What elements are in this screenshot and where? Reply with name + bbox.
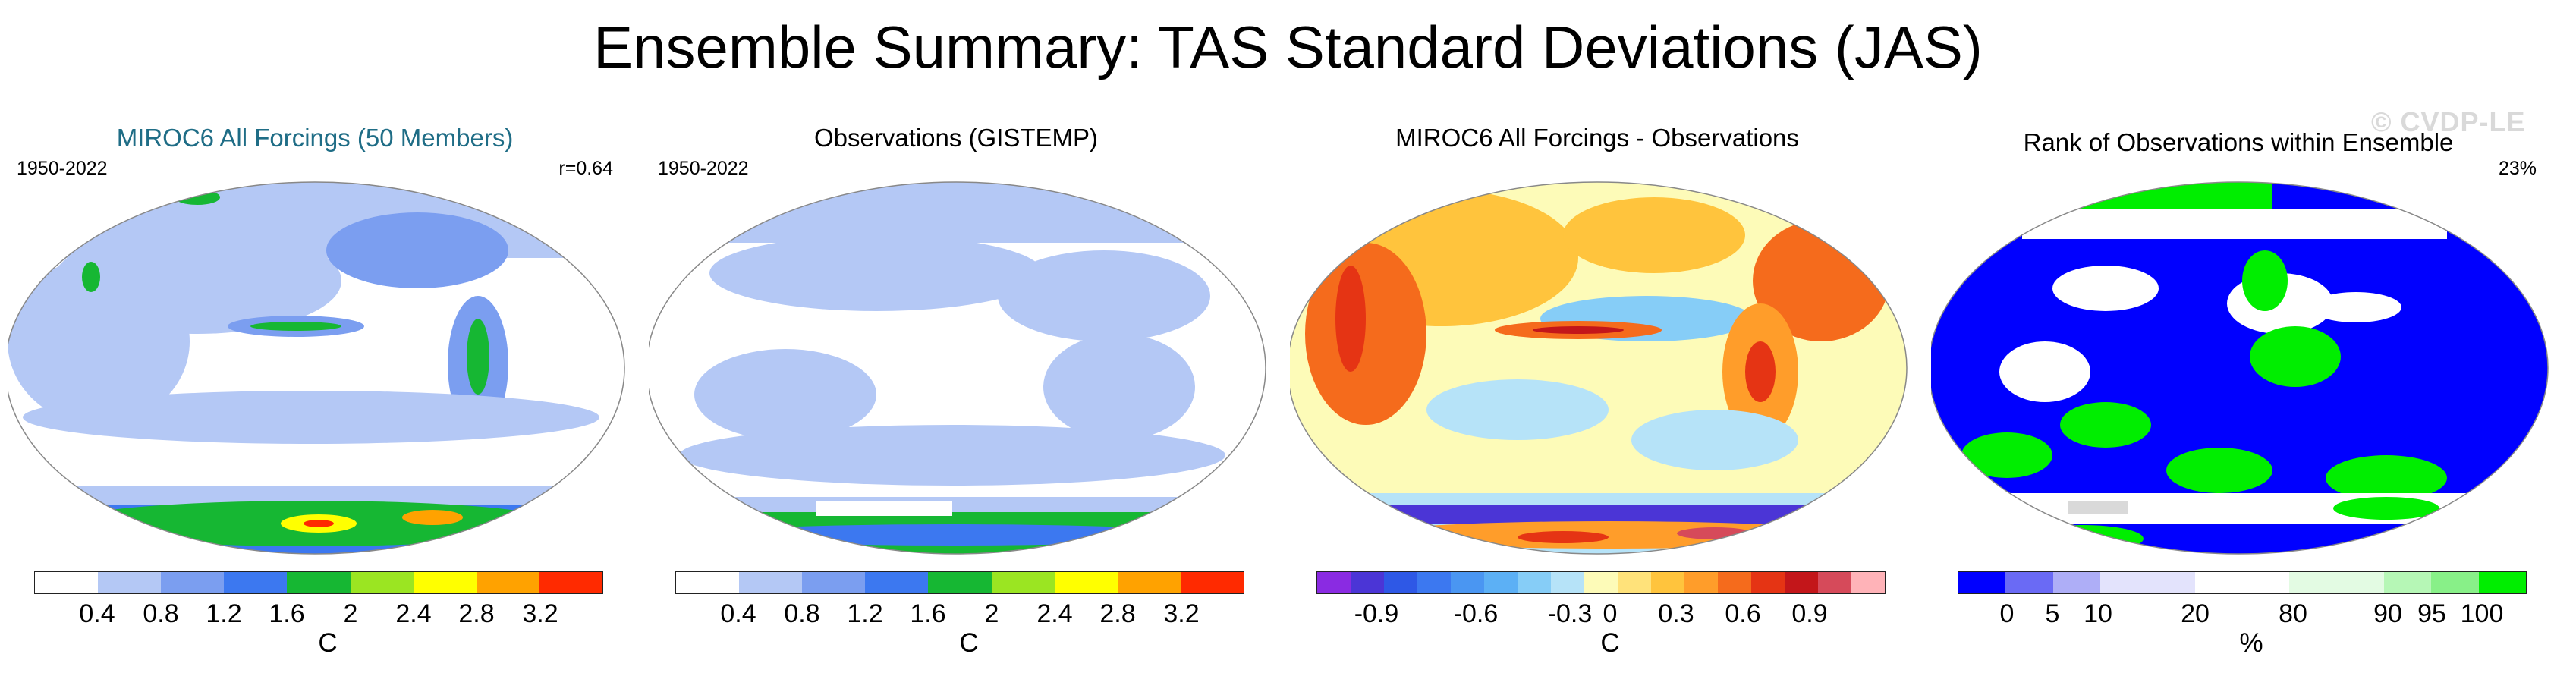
panel-title: Rank of Observations within Ensemble bbox=[2023, 128, 2454, 156]
colorbar-tick: 1.6 bbox=[269, 599, 305, 628]
global-rank-map bbox=[1931, 181, 2549, 555]
colorbar bbox=[675, 571, 1244, 594]
watermark: © CVDP-LE bbox=[2371, 106, 2526, 137]
colorbar-tick: 0.8 bbox=[143, 599, 179, 628]
colorbar-tick: 0.4 bbox=[720, 599, 756, 628]
colorbar-tick: 0.9 bbox=[1791, 599, 1828, 628]
colorbar-tick: 0 bbox=[1999, 599, 2015, 628]
colorbar-unit: C bbox=[318, 628, 338, 658]
period-label: 1950-2022 bbox=[17, 158, 108, 179]
colorbar-tick: 0.3 bbox=[1658, 599, 1694, 628]
colorbar-tick: 2.4 bbox=[1036, 599, 1073, 628]
colorbar bbox=[1958, 571, 2527, 594]
colorbar-tick: -0.6 bbox=[1453, 599, 1499, 628]
colorbar-tick: -0.9 bbox=[1354, 599, 1399, 628]
panel-difference: MIROC6 All Forcings - Observations bbox=[1282, 114, 1912, 675]
colorbar-tick: 0.8 bbox=[784, 599, 820, 628]
panel-rank: Rank of Observations within Ensemble 23% bbox=[1923, 114, 2553, 675]
colorbar-tick: 20 bbox=[2181, 599, 2210, 628]
panel-observations: Observations (GISTEMP) 1950-2022 0.4 0.8 bbox=[641, 114, 1271, 675]
colorbar-tick: 0.6 bbox=[1725, 599, 1761, 628]
colorbar-unit: % bbox=[2239, 628, 2263, 658]
global-tas-stddev-map bbox=[8, 181, 625, 555]
panel-title: MIROC6 All Forcings (50 Members) bbox=[116, 124, 514, 152]
colorbar-tick: 90 bbox=[2373, 599, 2402, 628]
panel-title: Observations (GISTEMP) bbox=[813, 124, 1099, 152]
colorbar-tick: 10 bbox=[2084, 599, 2112, 628]
global-tas-stddev-map bbox=[649, 181, 1266, 555]
global-tas-difference-map bbox=[1290, 181, 1908, 555]
panel-model: MIROC6 All Forcings (50 Members) 1950-20… bbox=[0, 114, 630, 675]
main-title: Ensemble Summary: TAS Standard Deviation… bbox=[593, 14, 1983, 80]
colorbar-tick: 1.2 bbox=[206, 599, 242, 628]
colorbar-tick: 3.2 bbox=[522, 599, 558, 628]
colorbar-tick: 1.6 bbox=[910, 599, 946, 628]
period-label: 1950-2022 bbox=[658, 158, 749, 179]
colorbar-unit: C bbox=[959, 628, 979, 658]
colorbar-tick: 95 bbox=[2417, 599, 2446, 628]
colorbar-tick: 1.2 bbox=[847, 599, 883, 628]
colorbar bbox=[34, 571, 603, 594]
percent-label: 23% bbox=[2498, 158, 2537, 179]
panel-title: MIROC6 All Forcings - Observations bbox=[1395, 124, 1799, 152]
colorbar-tick: 5 bbox=[2045, 599, 2060, 628]
colorbar-tick: 0.4 bbox=[79, 599, 115, 628]
colorbar-tick: 0 bbox=[1603, 599, 1618, 628]
colorbar-tick: 3.2 bbox=[1163, 599, 1200, 628]
colorbar bbox=[1316, 571, 1886, 594]
colorbar-tick: 2 bbox=[343, 599, 358, 628]
colorbar-unit: C bbox=[1600, 628, 1620, 658]
colorbar-tick: 2.4 bbox=[395, 599, 432, 628]
colorbar-tick: -0.3 bbox=[1547, 599, 1593, 628]
colorbar-tick: 2.8 bbox=[1099, 599, 1136, 628]
colorbar-tick: 80 bbox=[2279, 599, 2307, 628]
colorbar-tick: 100 bbox=[2460, 599, 2504, 628]
correlation-label: r=0.64 bbox=[558, 158, 613, 179]
colorbar-tick: 2 bbox=[984, 599, 999, 628]
colorbar-tick: 2.8 bbox=[458, 599, 495, 628]
